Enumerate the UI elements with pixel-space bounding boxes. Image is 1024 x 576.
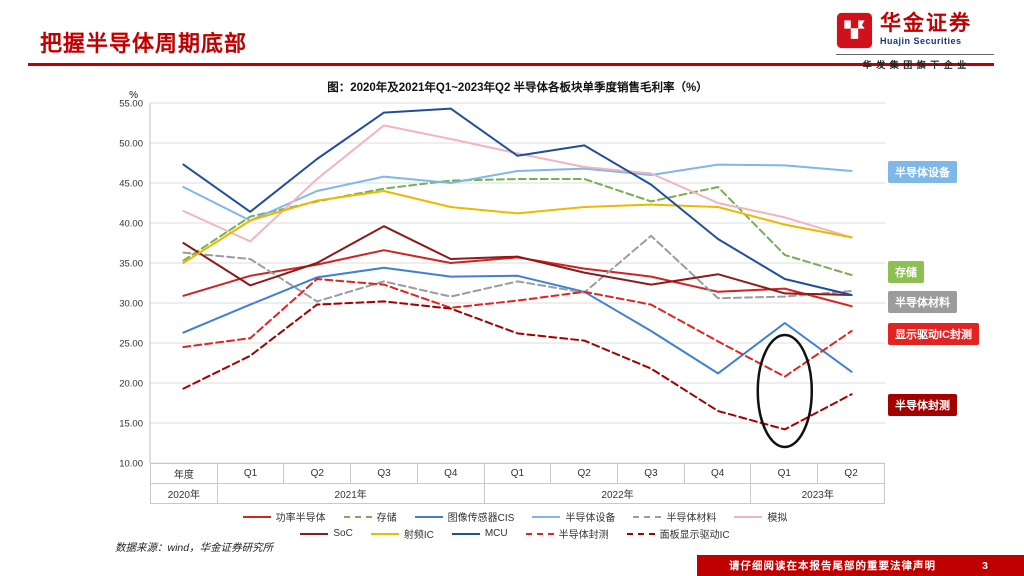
logo-cn: 华金证券 [880, 12, 972, 35]
axis-quarter-cell: Q3 [617, 463, 685, 484]
axis-quarter-cell: 年度 [150, 463, 218, 484]
side-label-存储: 存储 [888, 261, 924, 283]
huajin-logo-icon [836, 12, 873, 49]
legend-line-swatch [633, 515, 662, 518]
legend-label: 半导体材料 [666, 513, 717, 524]
legend-line-swatch [414, 515, 443, 518]
logo-tagline: 华 发 集 团 旗 下 企 业 [836, 54, 994, 71]
y-tick-label: 25.00 [119, 339, 143, 350]
axis-quarter-cell: Q4 [416, 463, 485, 484]
legend-item: 面板显示驱动IC [626, 526, 730, 541]
side-label-显示驱动IC封测: 显示驱动IC封测 [888, 323, 979, 346]
series-line-半导体设备 [182, 163, 853, 222]
legend-item: 半导体封测 [525, 526, 609, 541]
legend-label: 半导体封测 [558, 530, 609, 541]
legend-item: 半导体设备 [532, 509, 615, 524]
chart-plot: 55.00 50.00 45.00 40.00 35.00 30.00 25.00 20.00… [119, 90, 885, 469]
legend-label: 半导体设备 [565, 513, 616, 524]
legend-item: MCU [451, 526, 508, 541]
logo-en: Huajin Securities [880, 36, 962, 47]
axis-quarter-cell: Q1 [750, 463, 819, 484]
footer-bar: 请仔细阅读在本报告尾部的重要法律声明 3 [697, 555, 1024, 576]
y-tick-label: 50.00 [119, 139, 143, 150]
side-label-半导体封测: 半导体封测 [888, 393, 957, 416]
source-note: 数据来源：wind，华金证券研究所 [115, 542, 274, 554]
legend-line-swatch [532, 515, 561, 518]
side-label-半导体材料: 半导体材料 [888, 291, 957, 314]
y-tick-label: 30.00 [119, 299, 143, 310]
y-tick-label: 45.00 [119, 179, 143, 190]
axis-quarter-cell: Q2 [550, 463, 619, 484]
legend-label: 面板显示驱动IC [659, 530, 730, 541]
legend-label: 功率半导体 [275, 513, 326, 524]
legend-line-swatch [626, 532, 655, 535]
legend-item: 半导体材料 [633, 509, 716, 524]
page-title: 把握半导体周期底部 [40, 31, 248, 56]
series-line-射频IC [182, 190, 853, 264]
series-line-存储 [182, 178, 853, 276]
legend-label: SoC [333, 528, 353, 539]
series-line-模拟 [182, 124, 853, 243]
y-tick-label: 55.00 [119, 99, 143, 110]
y-axis-unit: % [129, 90, 138, 101]
axis-year-cell: 2021年 [216, 483, 485, 504]
legend-item: 射频IC [370, 526, 434, 541]
series-line-SoC [182, 225, 853, 296]
side-label-半导体设备: 半导体设备 [888, 161, 957, 183]
legend-line-swatch [451, 532, 480, 535]
logo-row: 华金证券 Huajin Securities [836, 12, 994, 49]
legend-line-swatch [734, 515, 763, 518]
legend-item: 图像传感器CIS [414, 509, 515, 524]
axis-quarter-cell: Q2 [283, 463, 352, 484]
legend-item: 模拟 [734, 509, 787, 524]
chart-title: 图：2020年及2021年Q1~2023年Q2 半导体各板块单季度销售毛利率（%… [327, 82, 708, 94]
axis-quarter-cell: Q3 [350, 463, 418, 484]
legend-item: 功率半导体 [242, 509, 326, 524]
legend-label: 模拟 [767, 513, 788, 524]
series-line-图像传感器CIS [182, 266, 853, 375]
axis-year-cell: 2022年 [483, 483, 752, 504]
legend-label: 图像传感器CIS [447, 513, 515, 524]
y-tick-label: 40.00 [119, 219, 143, 230]
series-line-半导体封测 [182, 278, 853, 378]
series-line-面板显示驱动IC [182, 300, 853, 431]
huajin-logo: 华金证券 Huajin Securities 华 发 集 团 旗 下 企 业 [836, 12, 994, 71]
series-line-MCU [182, 107, 853, 296]
logo-text: 华金证券 Huajin Securities [880, 12, 972, 46]
legend-item: SoC [300, 526, 353, 541]
page-number: 3 [982, 559, 988, 572]
legend-line-swatch [370, 532, 399, 535]
series-line-半导体材料 [182, 234, 853, 303]
y-tick-label: 20.00 [119, 379, 143, 390]
title-underline [28, 63, 994, 66]
legend-line-swatch [242, 515, 271, 518]
legal-notice: 请仔细阅读在本报告尾部的重要法律声明 [729, 560, 936, 572]
legend-row: SoC 射频IC MCU 半导体封测 面板显示驱动IC [135, 526, 895, 541]
legend-line-swatch [300, 532, 329, 535]
legend-label: MCU [484, 528, 508, 539]
axis-quarter-cell: Q4 [683, 463, 752, 484]
y-tick-label: 10.00 [119, 459, 143, 469]
legend-label: 射频IC [403, 530, 434, 541]
axis-quarter-cell: Q2 [817, 463, 885, 484]
legend-label: 存储 [376, 513, 397, 524]
y-tick-label: 35.00 [119, 259, 143, 270]
chart-legend: 功率半导体 存储 图像传感器CIS 半导体设备 半导体材料 模拟 SoC 射频IC MCU 半导体… [135, 509, 895, 541]
axis-quarter-cell: Q1 [483, 463, 552, 484]
axis-quarter-cell: Q1 [216, 463, 285, 484]
legend-row: 功率半导体 存储 图像传感器CIS 半导体设备 半导体材料 模拟 [135, 509, 895, 524]
legend-item: 存储 [343, 509, 397, 524]
legend-line-swatch [525, 532, 554, 535]
axis-year-cell: 2020年 [150, 483, 218, 504]
y-tick-label: 15.00 [119, 419, 143, 430]
highlight-ellipse [756, 333, 814, 449]
axis-year-cell: 2023年 [750, 483, 885, 504]
legend-line-swatch [343, 515, 372, 518]
x-axis-table: 年度 Q1 Q2 Q3 Q4 Q1 Q2 Q3 Q4 Q1 Q2 2020年 2021年 2022年 202… [150, 463, 885, 504]
